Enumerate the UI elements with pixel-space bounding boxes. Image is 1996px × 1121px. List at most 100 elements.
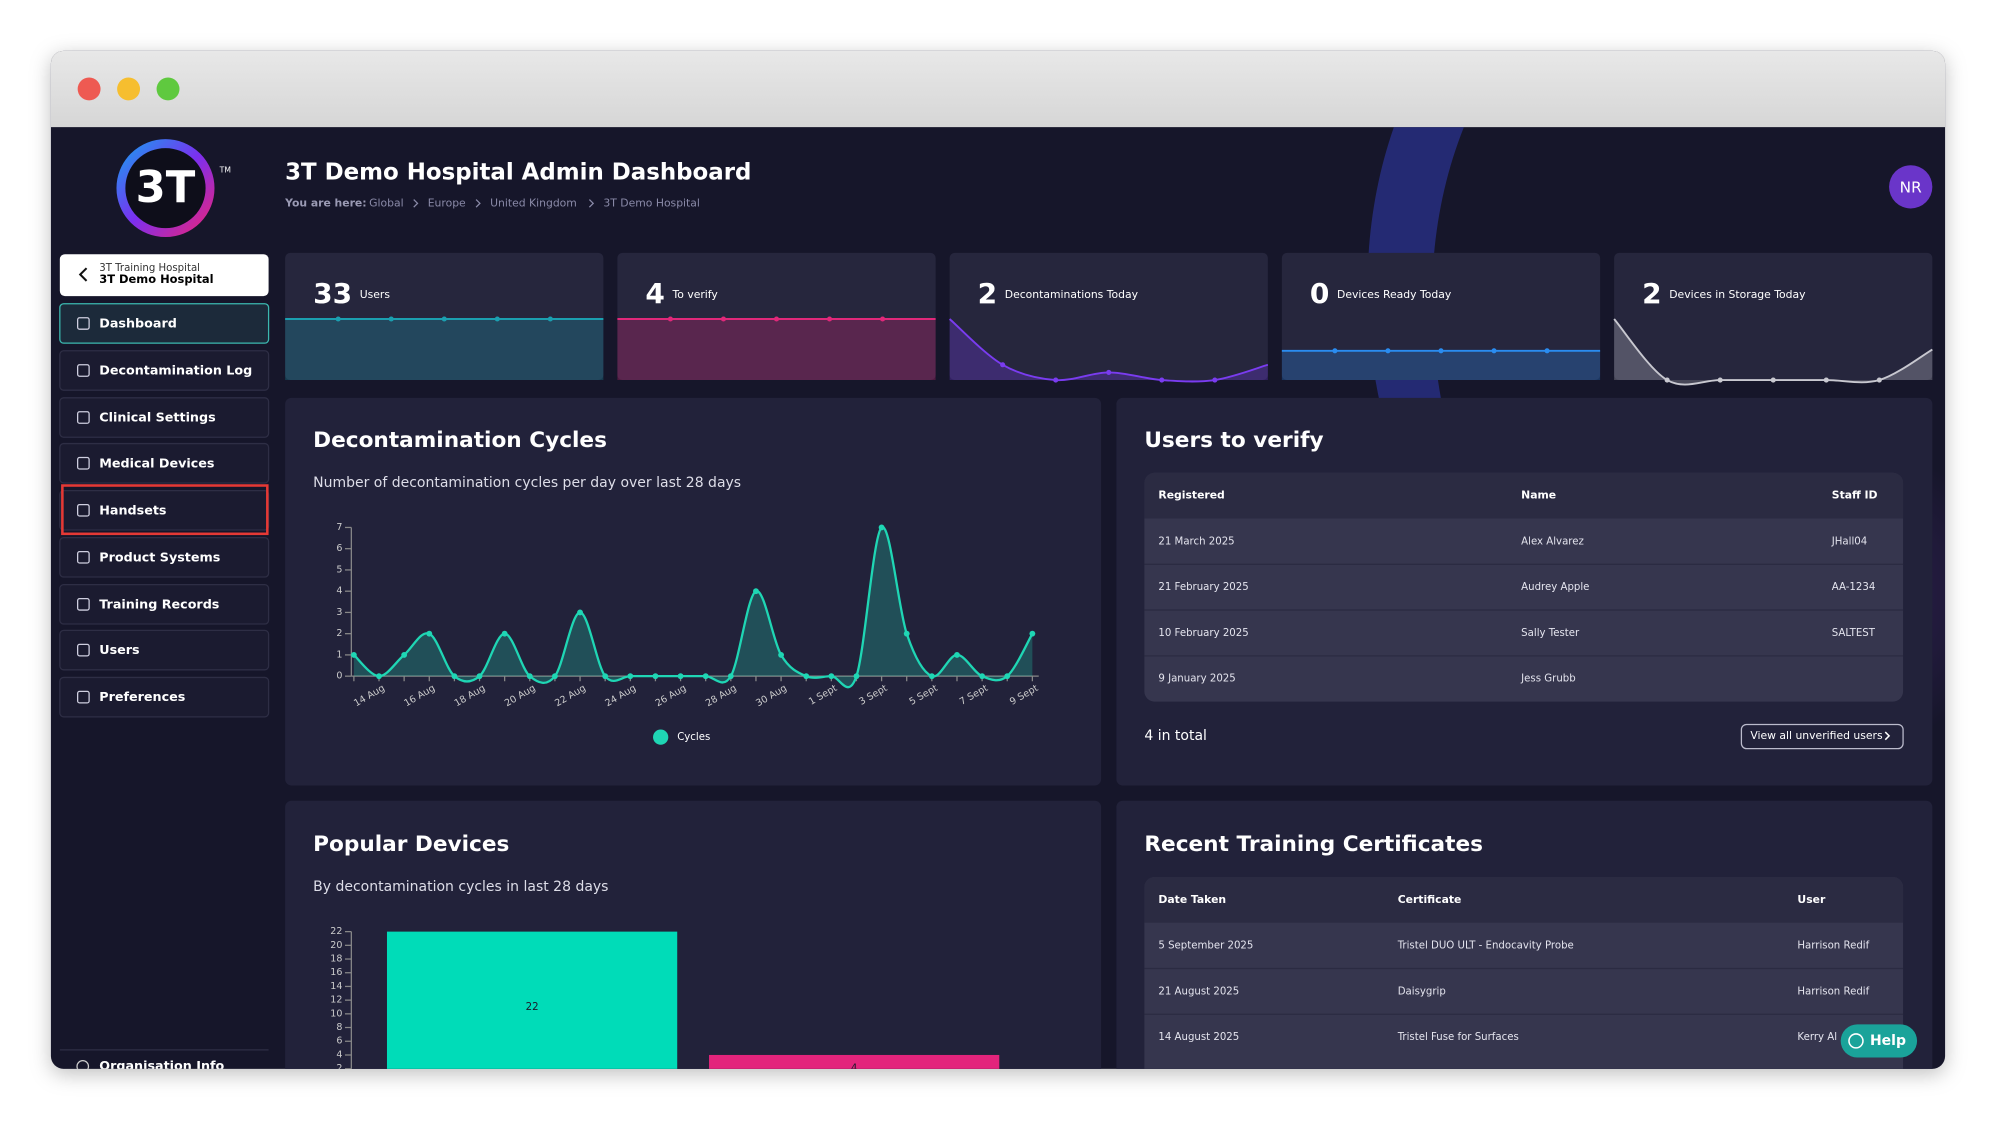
- table-cell: SALTEST: [1832, 628, 1876, 639]
- table-cell: 5 September 2025: [1158, 941, 1253, 952]
- table-cell: 9 January 2025: [1158, 674, 1235, 685]
- card-subtitle: Number of decontamination cycles per day…: [313, 475, 741, 491]
- nav-label: Training Records: [99, 596, 219, 611]
- sparkline-point: [1876, 377, 1882, 383]
- y-tick-label: 14: [330, 981, 342, 992]
- stat-card: [949, 252, 1268, 381]
- nav-item[interactable]: [59, 397, 270, 438]
- breadcrumb-item[interactable]: Global: [369, 196, 403, 209]
- column-header: Name: [1521, 489, 1556, 502]
- sparkline-point: [1664, 377, 1670, 383]
- data-point: [401, 651, 408, 658]
- data-point: [803, 673, 810, 680]
- data-point: [602, 673, 609, 680]
- sparkline-area: [617, 319, 936, 381]
- sparkline-point: [1717, 377, 1723, 383]
- nav-item[interactable]: [59, 536, 270, 578]
- org-switcher[interactable]: [59, 254, 269, 297]
- nav-label: Preferences: [99, 689, 185, 704]
- organisation-info[interactable]: Organisation Info: [99, 1058, 224, 1073]
- stat-label: Devices in Storage Today: [1669, 288, 1806, 301]
- sparkline-point: [667, 316, 673, 322]
- table-cell: Audrey Apple: [1521, 582, 1589, 593]
- sparkline-point: [494, 316, 500, 322]
- sparkline-point: [1053, 377, 1059, 383]
- sparkline-point: [1438, 348, 1444, 354]
- table-cell: Jess Grubb: [1520, 674, 1575, 685]
- table-header: [1144, 472, 1904, 519]
- org-parent: 3T Training Hospital: [99, 263, 200, 274]
- data-point: [853, 673, 860, 680]
- nav-item[interactable]: [59, 350, 270, 391]
- help-button[interactable]: [1840, 1024, 1918, 1058]
- sparkline-point: [1212, 377, 1218, 383]
- nav-item[interactable]: [59, 584, 270, 625]
- nav-item[interactable]: [59, 303, 270, 344]
- y-tick-label: 22: [330, 926, 342, 937]
- stat-value: 4: [645, 277, 664, 310]
- breadcrumb-item[interactable]: Europe: [428, 196, 466, 209]
- highlight-box: [61, 484, 269, 536]
- stat-card: [1614, 252, 1933, 381]
- title-bar: [50, 50, 1946, 128]
- table-cell: Kerry Al: [1797, 1032, 1837, 1043]
- bar-value-label: 4: [851, 1064, 857, 1075]
- breadcrumb-item[interactable]: 3T Demo Hospital: [603, 196, 700, 209]
- breadcrumb-label: You are here:: [284, 196, 366, 209]
- y-tick-label: 3: [336, 607, 342, 618]
- view-unverified-button[interactable]: [1740, 723, 1904, 750]
- column-header: Certificate: [1398, 893, 1462, 906]
- data-point: [376, 673, 382, 680]
- y-tick-label: 12: [330, 995, 342, 1006]
- column-header: User: [1797, 893, 1826, 906]
- nav-icon: [77, 456, 90, 470]
- data-point: [954, 651, 960, 658]
- card-title: Recent Training Certificates: [1144, 832, 1483, 857]
- data-point: [350, 651, 357, 658]
- stat-card: [1281, 252, 1601, 381]
- avatar[interactable]: [1889, 165, 1933, 209]
- nav-icon: [77, 643, 90, 657]
- view-unverified-label: View all unverified users: [1750, 729, 1883, 742]
- column-header: Registered: [1158, 489, 1224, 502]
- stat-label: Decontaminations Today: [1005, 288, 1139, 301]
- y-tick-label: 2: [336, 628, 342, 639]
- data-point: [526, 673, 533, 680]
- stat-value: 33: [313, 277, 352, 310]
- maximize-button[interactable]: [156, 77, 180, 101]
- breadcrumb-item[interactable]: United Kingdom: [490, 196, 577, 209]
- y-tick-label: 8: [336, 1022, 342, 1033]
- nav-item[interactable]: [59, 676, 270, 718]
- sparkline-point: [388, 316, 394, 322]
- nav-icon: [77, 317, 90, 330]
- minimize-button[interactable]: [117, 77, 141, 101]
- stat-value: 2: [1642, 277, 1661, 310]
- table-cell: 21 March 2025: [1158, 536, 1234, 547]
- stat-card: [617, 252, 936, 381]
- table-cell: 21 August 2025: [1158, 986, 1239, 997]
- data-point: [476, 673, 483, 680]
- breadcrumb-separator: [588, 199, 595, 208]
- data-point: [727, 673, 734, 680]
- sparkline-area: [1614, 319, 1933, 385]
- y-tick-label: 18: [330, 954, 342, 965]
- table: [1144, 876, 1904, 1069]
- column-header: Staff ID: [1832, 489, 1878, 502]
- nav-label: Medical Devices: [99, 455, 214, 470]
- avatar-initials: NR: [1900, 179, 1922, 197]
- breadcrumb-separator: [413, 199, 419, 208]
- nav-item[interactable]: [59, 629, 270, 671]
- stat-value: 0: [1310, 277, 1329, 310]
- data-point: [778, 651, 785, 658]
- sparkline-point: [1491, 348, 1497, 354]
- data-point: [979, 673, 986, 680]
- data-point: [753, 588, 759, 595]
- card-title: Decontamination Cycles: [313, 428, 607, 453]
- y-tick-label: 0: [336, 671, 342, 682]
- nav-item[interactable]: [59, 442, 270, 484]
- legend-swatch: [653, 729, 669, 745]
- y-tick-label: 20: [330, 940, 342, 951]
- close-button[interactable]: [77, 77, 101, 101]
- y-tick-label: 4: [336, 1049, 342, 1060]
